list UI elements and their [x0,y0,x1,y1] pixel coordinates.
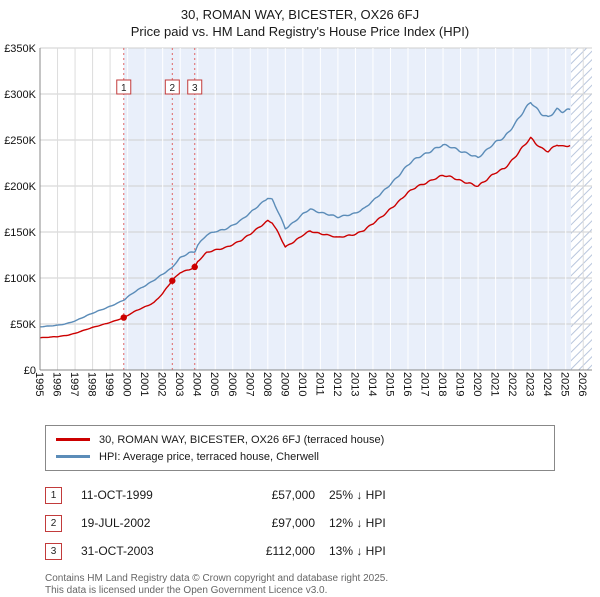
svg-text:2009: 2009 [278,372,290,396]
transaction-price: £112,000 [265,544,315,558]
svg-text:2026: 2026 [576,372,588,396]
legend-item-property: 30, ROMAN WAY, BICESTER, OX26 6FJ (terra… [56,431,544,448]
svg-text:2017: 2017 [419,372,431,396]
svg-text:2019: 2019 [454,372,466,396]
svg-text:2021: 2021 [489,372,501,396]
svg-text:£0: £0 [24,365,36,377]
svg-text:1998: 1998 [86,372,98,396]
transaction-price: £97,000 [271,516,315,530]
transaction-date: 19-JUL-2002 [81,516,151,530]
svg-text:1996: 1996 [51,372,63,396]
license-line-1: Contains HM Land Registry data © Crown c… [45,573,389,584]
chart-legend: 30, ROMAN WAY, BICESTER, OX26 6FJ (terra… [45,425,555,471]
red-line-sample [56,438,90,441]
legend-item-hpi: HPI: Average price, terraced house, Cher… [56,448,544,465]
transactions-list: 1 11-OCT-1999 £57,000 25% ↓ HPI 2 19-JUL… [45,481,600,565]
transaction-price: £57,000 [271,488,315,502]
svg-text:2004: 2004 [191,372,203,396]
transaction-hpi-diff: 12% ↓ HPI [329,516,386,530]
svg-text:2010: 2010 [296,372,308,396]
svg-text:1997: 1997 [68,372,80,396]
svg-text:2001: 2001 [138,372,150,396]
svg-text:3: 3 [192,83,198,94]
svg-text:£300K: £300K [4,89,36,101]
svg-text:2016: 2016 [401,372,413,396]
legend-label-hpi: HPI: Average price, terraced house, Cher… [99,450,319,463]
svg-text:2000: 2000 [121,372,133,396]
svg-text:2008: 2008 [261,372,273,396]
svg-text:2023: 2023 [524,372,536,396]
blue-line-sample [56,455,90,458]
svg-text:2020: 2020 [471,372,483,396]
svg-text:2007: 2007 [243,372,255,396]
svg-text:2025: 2025 [559,372,571,396]
svg-text:£100K: £100K [4,273,36,285]
transaction-number-badge: 3 [45,542,62,560]
svg-text:£50K: £50K [10,319,36,331]
transaction-hpi-diff: 25% ↓ HPI [329,488,386,502]
svg-text:2015: 2015 [383,372,395,396]
svg-text:2012: 2012 [331,372,343,396]
svg-text:£350K: £350K [4,43,36,55]
transaction-hpi-diff: 13% ↓ HPI [329,544,386,558]
svg-text:2006: 2006 [226,372,238,396]
transaction-date: 31-OCT-2003 [81,544,154,558]
svg-text:1: 1 [121,83,127,94]
svg-text:£150K: £150K [4,227,36,239]
svg-text:2024: 2024 [541,372,553,396]
transaction-row: 3 31-OCT-2003 £112,000 13% ↓ HPI [45,537,600,565]
legend-label-property: 30, ROMAN WAY, BICESTER, OX26 6FJ (terra… [99,433,385,446]
transaction-row: 1 11-OCT-1999 £57,000 25% ↓ HPI [45,481,600,509]
license-note: Contains HM Land Registry data © Crown c… [45,573,600,597]
transaction-row: 2 19-JUL-2002 £97,000 12% ↓ HPI [45,509,600,537]
page-title: 30, ROMAN WAY, BICESTER, OX26 6FJ [180,7,420,22]
license-line-2: This data is licensed under the Open Gov… [45,585,328,596]
price-chart: £0 £50K £100K £150K £200K £250K £300K £350K 1995… [4,43,592,396]
transaction-date: 11-OCT-1999 [81,488,153,502]
svg-text:2003: 2003 [173,372,185,396]
svg-text:£200K: £200K [4,181,36,193]
svg-text:1995: 1995 [33,372,45,396]
svg-text:2002: 2002 [156,372,168,396]
svg-text:2011: 2011 [313,372,325,396]
svg-text:2005: 2005 [208,372,220,396]
svg-text:2: 2 [170,83,176,94]
svg-text:2018: 2018 [436,372,448,396]
svg-text:£250K: £250K [4,135,36,147]
svg-text:2022: 2022 [506,372,518,396]
transaction-number-badge: 1 [45,486,62,504]
transaction-number-badge: 2 [45,514,62,532]
page-subtitle: Price paid vs. HM Land Registry's House … [130,24,470,39]
svg-text:2013: 2013 [348,372,360,396]
svg-text:2014: 2014 [366,372,378,396]
chart-header: 30, ROMAN WAY, BICESTER, OX26 6FJ Price … [0,0,600,40]
svg-text:1999: 1999 [103,372,115,396]
